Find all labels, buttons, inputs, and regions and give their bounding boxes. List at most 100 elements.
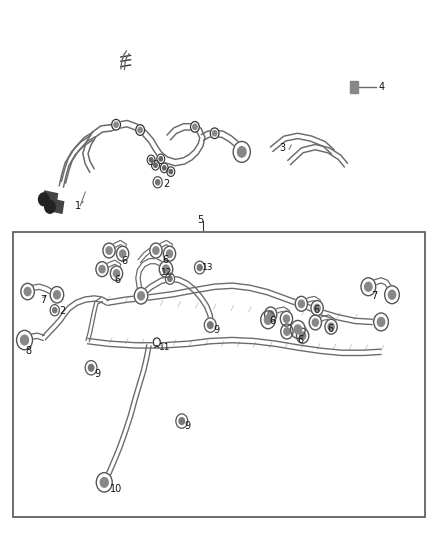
Circle shape <box>21 335 28 345</box>
Circle shape <box>167 167 175 176</box>
Bar <box>49 199 64 213</box>
Circle shape <box>162 265 170 273</box>
Circle shape <box>284 328 290 335</box>
Circle shape <box>389 290 396 299</box>
Circle shape <box>309 315 321 330</box>
Circle shape <box>117 246 129 261</box>
Circle shape <box>265 307 277 322</box>
Text: 2: 2 <box>163 179 170 189</box>
Bar <box>43 191 57 205</box>
Circle shape <box>21 284 34 300</box>
Circle shape <box>17 330 32 350</box>
Circle shape <box>136 125 145 135</box>
Circle shape <box>120 250 126 257</box>
Circle shape <box>50 305 60 316</box>
Text: 3: 3 <box>279 143 286 153</box>
Circle shape <box>24 287 31 296</box>
Circle shape <box>325 319 337 334</box>
Bar <box>13 232 425 517</box>
Text: 7: 7 <box>371 292 378 301</box>
Text: 6: 6 <box>122 256 128 266</box>
Text: 8: 8 <box>25 346 32 356</box>
Circle shape <box>149 158 153 162</box>
Circle shape <box>191 122 199 132</box>
Circle shape <box>163 246 176 261</box>
Circle shape <box>162 166 166 170</box>
Circle shape <box>311 301 323 316</box>
Circle shape <box>179 418 184 424</box>
Circle shape <box>153 338 160 346</box>
Circle shape <box>157 154 165 164</box>
Circle shape <box>361 278 376 296</box>
Text: 9: 9 <box>185 422 191 431</box>
Circle shape <box>193 124 197 130</box>
Circle shape <box>365 282 372 291</box>
Text: 13: 13 <box>202 263 214 272</box>
Circle shape <box>110 266 123 281</box>
Text: 9: 9 <box>94 369 100 379</box>
Text: 1: 1 <box>75 201 81 211</box>
Text: 4: 4 <box>379 83 385 92</box>
Text: 6: 6 <box>298 335 304 345</box>
Circle shape <box>295 296 307 311</box>
Circle shape <box>197 264 202 271</box>
Text: 6: 6 <box>313 305 319 315</box>
Circle shape <box>150 243 162 258</box>
Circle shape <box>312 319 318 326</box>
Circle shape <box>300 332 306 340</box>
Text: 6: 6 <box>327 325 333 334</box>
Circle shape <box>233 141 251 163</box>
Circle shape <box>159 157 162 161</box>
Circle shape <box>45 200 55 213</box>
Circle shape <box>314 304 320 312</box>
Circle shape <box>194 261 205 274</box>
Circle shape <box>176 414 187 429</box>
Circle shape <box>96 262 108 277</box>
Circle shape <box>155 180 160 185</box>
Circle shape <box>99 265 105 273</box>
Circle shape <box>290 320 305 338</box>
Circle shape <box>160 163 168 173</box>
Circle shape <box>53 308 57 313</box>
Text: 7: 7 <box>40 295 46 304</box>
Circle shape <box>96 473 112 492</box>
Text: 6: 6 <box>162 255 168 264</box>
Circle shape <box>138 292 145 300</box>
Circle shape <box>268 311 274 318</box>
Circle shape <box>50 287 64 303</box>
Circle shape <box>153 177 162 188</box>
Circle shape <box>112 119 120 130</box>
Circle shape <box>297 328 309 343</box>
Circle shape <box>298 300 304 308</box>
Circle shape <box>280 311 293 326</box>
Circle shape <box>208 322 213 328</box>
Text: 2: 2 <box>59 306 65 316</box>
Circle shape <box>166 273 174 285</box>
Text: 12: 12 <box>161 269 172 277</box>
Circle shape <box>153 247 159 254</box>
Circle shape <box>374 313 389 331</box>
Circle shape <box>261 311 276 329</box>
Text: 11: 11 <box>159 343 171 352</box>
Circle shape <box>210 128 219 139</box>
Circle shape <box>328 323 334 330</box>
Circle shape <box>138 127 142 133</box>
Circle shape <box>85 360 97 375</box>
Text: 9: 9 <box>214 326 220 335</box>
Circle shape <box>378 318 385 326</box>
Circle shape <box>147 155 155 165</box>
Circle shape <box>106 247 112 254</box>
Bar <box>350 81 358 93</box>
Circle shape <box>237 147 246 157</box>
Circle shape <box>114 122 118 127</box>
Circle shape <box>154 163 157 167</box>
Circle shape <box>152 160 159 170</box>
Circle shape <box>39 193 49 206</box>
Text: 6: 6 <box>115 275 121 285</box>
Circle shape <box>212 131 217 136</box>
Circle shape <box>283 315 290 322</box>
Circle shape <box>294 325 301 334</box>
Circle shape <box>265 316 272 324</box>
Text: 5: 5 <box>197 215 203 225</box>
Circle shape <box>385 286 399 304</box>
